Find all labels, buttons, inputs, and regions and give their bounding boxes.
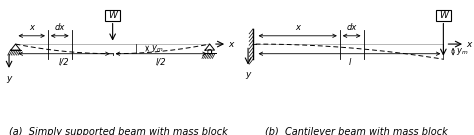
Text: dx: dx (55, 23, 65, 33)
Text: (a)  Simply supported beam with mass block: (a) Simply supported beam with mass bloc… (9, 127, 228, 135)
Text: l/2: l/2 (156, 58, 166, 67)
Text: l/2: l/2 (59, 58, 69, 67)
Text: l: l (348, 58, 351, 67)
Text: W: W (108, 11, 117, 20)
Text: x: x (295, 23, 300, 33)
Bar (105, 10, 120, 21)
Text: x: x (29, 23, 34, 33)
Text: $y_m$: $y_m$ (152, 43, 164, 54)
Text: x: x (466, 40, 472, 49)
Text: (b)  Cantilever beam with mass block: (b) Cantilever beam with mass block (264, 127, 447, 135)
Text: W: W (439, 11, 448, 20)
Text: dx: dx (346, 23, 357, 33)
Text: $y_m$: $y_m$ (456, 46, 469, 57)
Text: y: y (246, 70, 251, 79)
Bar (436, 10, 451, 21)
Text: x: x (228, 40, 234, 49)
Text: y: y (6, 74, 12, 83)
